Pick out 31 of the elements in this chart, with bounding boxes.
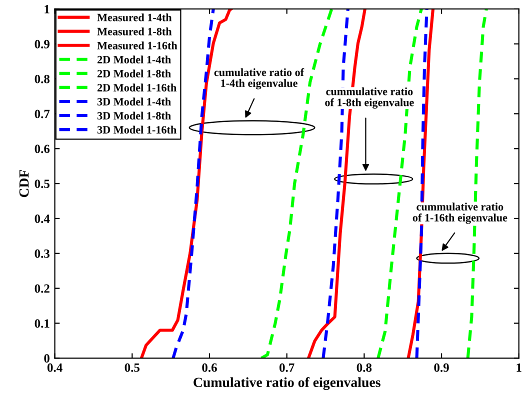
legend-label: Measured 1-8th [97,28,172,36]
annotation: cummulative ratio of 1-8th eigenvalue [325,87,414,109]
x-tick-label: 0.5 [124,363,140,372]
legend-label: 3D Model 1-4th [97,98,171,106]
y-tick-label: 1 [44,5,50,14]
x-tick-label: 0.6 [202,363,217,372]
x-axis-title: Cumulative ratio of eigenvalues [194,377,380,390]
y-tick-label: 0.8 [34,74,50,84]
legend-label: 3D Model 1-16th [97,126,176,134]
x-tick-label: 0.9 [434,363,449,372]
x-tick-label: 1 [516,363,522,372]
y-tick-label: 0.6 [34,144,50,154]
legend-label: 2D Model 1-8th [98,70,171,78]
legend-label: 2D Model 1-4th [98,56,171,64]
y-tick-label: 0.4 [34,214,50,223]
y-tick-label: 0.7 [34,110,50,118]
legend-label: 3D Model 1-8th [97,112,171,120]
legend-label: Measured 1-4th [97,13,172,22]
annotation: cummulative ratio of 1-16th eigenvalue [412,202,508,224]
legend-label: 2D Model 1-16th [98,84,176,92]
y-tick-label: 0.3 [34,249,50,258]
legend-label: Measured 1-16th [97,42,178,50]
y-tick-label: 0.2 [34,284,50,293]
y-tick-label: 0.9 [34,40,50,48]
y-tick-label: 0.1 [34,319,50,328]
x-tick-label: 0.7 [280,363,294,372]
annotation: cumulative ratio of 1-4th eigenvalue [214,68,304,90]
y-axis-title: CDF [19,170,29,198]
x-tick-label: 0.8 [356,363,372,372]
y-tick-label: 0 [44,354,50,363]
y-tick-label: 0.5 [34,180,50,188]
